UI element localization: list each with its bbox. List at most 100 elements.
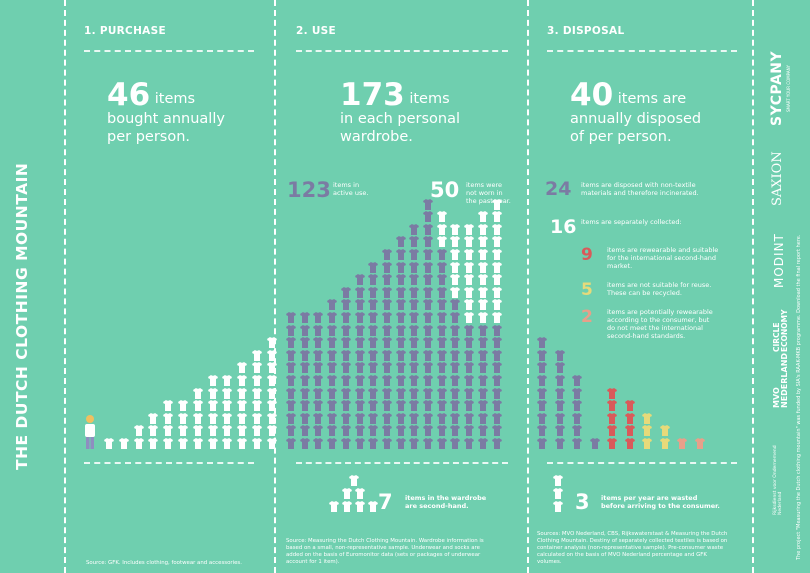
use-active-tshirt bbox=[436, 412, 447, 424]
disposal-source-5: volumes. bbox=[537, 559, 562, 565]
disposal-tshirt bbox=[624, 400, 635, 412]
use-active-tshirt bbox=[340, 425, 351, 437]
use-active-tshirt bbox=[409, 299, 420, 311]
use-active-tshirt bbox=[368, 286, 379, 298]
use-notworn-tshirt bbox=[450, 223, 461, 235]
wasted-tshirt bbox=[553, 488, 563, 499]
use-active-tshirt bbox=[436, 362, 447, 374]
incinerated-text: items are disposed with non-textile mate… bbox=[581, 181, 699, 197]
purchase-tshirt bbox=[266, 438, 277, 449]
purchase-tshirt bbox=[148, 425, 159, 437]
use-active-tshirt bbox=[464, 337, 475, 349]
disposal-tshirt bbox=[642, 438, 652, 449]
use-notworn-tshirt bbox=[491, 198, 502, 210]
use-active-tshirt bbox=[354, 375, 365, 386]
rewearable-text-3: market. bbox=[607, 262, 633, 270]
purchase-tshirt bbox=[266, 362, 277, 374]
use-active-tshirt bbox=[491, 375, 502, 386]
saxion-logo: SAXION bbox=[770, 151, 785, 206]
purchase-tshirt bbox=[266, 337, 277, 349]
disposal-tshirt bbox=[607, 400, 617, 412]
use-notworn-tshirt bbox=[491, 236, 502, 248]
use-active-tshirt bbox=[477, 412, 488, 424]
use-active-tshirt bbox=[354, 274, 365, 286]
purchase-tshirt bbox=[192, 438, 203, 449]
use-active-tshirt bbox=[299, 387, 310, 399]
use-active-tshirt bbox=[368, 274, 379, 286]
use-active-tshirt bbox=[381, 412, 392, 424]
use-active-tshirt bbox=[286, 438, 296, 449]
use-active-tshirt bbox=[313, 362, 324, 374]
purchase-tshirt bbox=[207, 412, 218, 424]
purchase-tshirt bbox=[207, 425, 218, 437]
use-active-tshirt bbox=[491, 412, 502, 424]
use-active-tshirt bbox=[395, 261, 406, 273]
use-active-tshirt bbox=[340, 412, 351, 424]
use-active-tshirt bbox=[340, 337, 351, 349]
use-active-tshirt bbox=[409, 349, 420, 361]
disposal-number: 40 bbox=[570, 77, 614, 113]
disposal-tshirt bbox=[572, 400, 582, 412]
disposal-source-3: container analysis (non-representative s… bbox=[537, 545, 724, 551]
use-notworn-tshirt bbox=[491, 211, 502, 223]
purchase-tshirt bbox=[163, 412, 174, 424]
disposal-tshirt bbox=[589, 438, 600, 449]
use-active-tshirt bbox=[354, 387, 365, 399]
use-active-tshirt bbox=[436, 249, 447, 260]
use-active-tshirt bbox=[313, 349, 324, 361]
notworn-text-2: not worn in bbox=[466, 189, 503, 197]
use-active-tshirt bbox=[409, 249, 420, 260]
disposal-tshirt bbox=[537, 362, 547, 374]
recyclable-text-1: items are not suitable for reuse. bbox=[607, 281, 712, 289]
use-active-tshirt bbox=[450, 312, 461, 323]
use-active-tshirt bbox=[368, 337, 379, 349]
use-active-tshirt bbox=[464, 362, 475, 374]
purchase-tshirt bbox=[178, 400, 188, 412]
use-active-tshirt bbox=[423, 211, 433, 223]
use-notworn-tshirt bbox=[491, 261, 502, 273]
purchase-tshirt bbox=[104, 438, 114, 449]
recyclable-number: 5 bbox=[581, 280, 593, 300]
use-active-tshirt bbox=[423, 387, 433, 399]
use-active-tshirt bbox=[327, 387, 338, 399]
use-active-tshirt bbox=[381, 375, 392, 386]
potential-text-2: according to the consumer, but bbox=[607, 316, 710, 324]
purchase-tshirt bbox=[133, 438, 144, 449]
use-active-tshirt bbox=[354, 425, 365, 437]
second-hand-tshirt bbox=[329, 501, 339, 512]
purchase-tshirt bbox=[252, 375, 262, 386]
person-icon bbox=[85, 415, 95, 449]
use-active-tshirt bbox=[436, 425, 447, 437]
use-active-tshirt bbox=[423, 274, 433, 286]
use-headline: 173 items in each personal wardrobe. bbox=[340, 80, 460, 146]
use-active-tshirt bbox=[299, 400, 310, 412]
disposal-tshirt bbox=[554, 425, 565, 437]
purchase-tshirt bbox=[266, 425, 277, 437]
use-notworn-tshirt bbox=[450, 261, 461, 273]
notworn-number: 50 bbox=[430, 178, 460, 202]
rewearable-text-1: items are rewearable and suitable bbox=[607, 246, 719, 254]
use-active-tshirt bbox=[477, 438, 488, 449]
purchase-number: 46 bbox=[107, 77, 151, 113]
use-active-tshirt bbox=[340, 438, 351, 449]
use-notworn-tshirt bbox=[436, 211, 447, 223]
disposal-tshirt bbox=[659, 438, 670, 449]
use-active-tshirt bbox=[477, 324, 488, 336]
use-text-2: in each personal bbox=[340, 111, 461, 127]
use-active-tshirt bbox=[286, 375, 296, 386]
use-active-tshirt bbox=[409, 387, 420, 399]
use-active-tshirt bbox=[423, 249, 433, 260]
use-active-tshirt bbox=[354, 412, 365, 424]
purchase-tshirt bbox=[252, 400, 262, 412]
use-active-tshirt bbox=[368, 425, 379, 437]
use-active-tshirt bbox=[354, 438, 365, 449]
use-active-tshirt bbox=[381, 299, 392, 311]
use-number: 173 bbox=[340, 77, 405, 113]
second-hand-tshirt bbox=[342, 501, 352, 512]
disposal-text-1: items are bbox=[617, 91, 687, 107]
use-active-tshirt bbox=[286, 412, 296, 424]
use-active-tshirt bbox=[450, 324, 461, 336]
use-active-tshirt bbox=[395, 400, 406, 412]
use-bottom-rule bbox=[296, 462, 508, 464]
purchase-text-3: per person. bbox=[107, 129, 191, 145]
